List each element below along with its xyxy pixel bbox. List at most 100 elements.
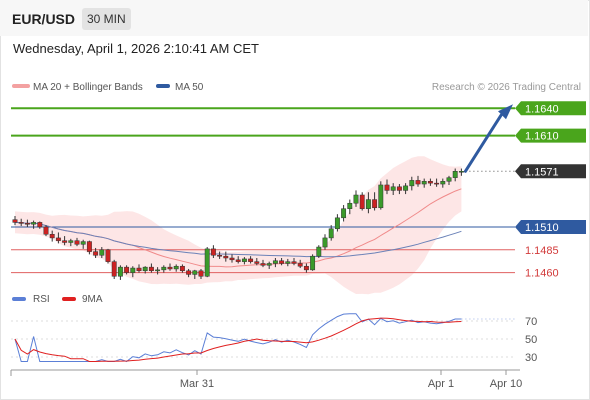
candle-body-46 (297, 263, 303, 267)
candle-body-25 (167, 266, 173, 270)
chart-header: EUR/USD 30 MIN (0, 0, 588, 36)
candle-body-48 (310, 255, 316, 271)
candle-body-58 (372, 199, 378, 209)
price-levels (11, 107, 515, 274)
candle-body-43 (279, 260, 285, 264)
candle-body-65 (415, 180, 421, 185)
candle-body-57 (365, 199, 371, 209)
candle-body-21 (142, 266, 148, 272)
x-axis: Mar 31 Apr 1 Apr 10 (10, 369, 522, 390)
ma9-legend-swatch (62, 297, 76, 301)
candle-body-60 (384, 184, 390, 191)
candle-body-26 (173, 265, 179, 270)
rsi-legend: RSI 9MA (12, 294, 103, 305)
rsi-ma9-line (14, 317, 462, 362)
candle-body-54 (347, 202, 353, 209)
candle-body-55 (353, 194, 359, 204)
candle-body-15 (105, 249, 111, 262)
candle-body-17 (117, 266, 123, 277)
datetime-label: Wednesday, April 1, 2026 2:10:41 AM CET (13, 41, 259, 56)
candle-body-38 (248, 258, 254, 262)
candle-body-4 (37, 222, 43, 228)
forecast-arrow (463, 104, 513, 173)
candle-body-45 (291, 261, 297, 264)
candle-body-30 (198, 270, 204, 277)
candle-body-69 (440, 181, 446, 185)
level-badge-0 (515, 101, 586, 116)
level-label-1: 1.1610 (525, 131, 559, 143)
candle-body-5 (43, 226, 49, 235)
candle-body-61 (390, 186, 396, 191)
bollinger-band (15, 156, 462, 295)
candle-body-14 (99, 249, 105, 256)
forecast-arrow-shaft (463, 113, 503, 173)
legend-swatch-ma20 (12, 84, 30, 88)
candle-body-70 (446, 177, 452, 182)
candle-body-8 (62, 240, 68, 243)
timeframe-badge[interactable]: 30 MIN (82, 8, 131, 30)
ma50-line (14, 221, 462, 258)
legend-label-ma20: MA 20 + Bollinger Bands (33, 82, 143, 93)
level-badge-3 (515, 219, 586, 234)
candle-body-9 (68, 240, 74, 243)
candle-body-1 (18, 222, 24, 224)
rsi-tick-label-2: 30 (525, 352, 537, 364)
candle-body-19 (130, 267, 136, 273)
level-badge-2 (515, 164, 586, 179)
candle-body-66 (421, 181, 427, 185)
candle-body-10 (74, 240, 80, 245)
candle-body-2 (24, 223, 30, 225)
rsi-tick-label-0: 70 (525, 316, 537, 328)
x-tick-label-apr1: Apr 1 (428, 378, 454, 390)
candle-body-47 (303, 265, 309, 271)
rsi-tick-label-1: 50 (525, 334, 537, 346)
level-label-5: 1.1460 (525, 268, 559, 280)
rsi-legend-label: RSI (33, 294, 50, 305)
candle-body-36 (235, 259, 241, 262)
bollinger-band-area (15, 156, 462, 295)
legend: MA 20 + Bollinger Bands MA 50 Research ©… (12, 82, 581, 93)
x-tick-label-mar31: Mar 31 (180, 378, 214, 390)
legend-swatch-ma50 (156, 84, 170, 88)
x-tick-label-apr10: Apr 10 (490, 378, 522, 390)
candle-body-56 (359, 194, 365, 209)
level-label-2: 1.1571 (525, 166, 559, 178)
forecast-arrow-head (498, 104, 513, 120)
candle-body-53 (341, 208, 347, 219)
candle-body-27 (179, 265, 185, 272)
candle-body-33 (217, 255, 223, 257)
rsi-legend-swatch (12, 297, 26, 301)
candles (12, 168, 464, 280)
candle-body-3 (31, 222, 37, 225)
level-label-0: 1.1640 (525, 103, 559, 115)
candle-body-42 (272, 260, 278, 264)
candle-body-32 (210, 248, 216, 256)
candle-body-16 (111, 261, 117, 277)
moving-averages (14, 188, 462, 268)
ma9-legend-label: 9MA (82, 294, 103, 305)
candle-body-39 (254, 261, 260, 264)
candle-body-12 (86, 241, 92, 252)
candle-body-31 (204, 248, 210, 277)
candle-body-20 (136, 267, 142, 272)
rsi-panel: 70 50 30 (11, 313, 537, 364)
candle-body-40 (260, 263, 266, 266)
candle-body-35 (229, 257, 235, 261)
candle-body-68 (434, 182, 440, 185)
candle-body-71 (452, 171, 458, 178)
candle-body-63 (403, 185, 409, 191)
candle-body-64 (409, 180, 415, 187)
candle-body-6 (49, 234, 55, 239)
level-label-3: 1.1510 (525, 222, 559, 234)
candle-body-29 (192, 270, 198, 275)
candle-body-44 (285, 261, 291, 264)
candle-body-34 (223, 255, 229, 259)
candle-body-52 (334, 217, 340, 230)
candle-body-37 (241, 258, 247, 262)
legend-label-ma50: MA 50 (175, 82, 204, 93)
candle-body-0 (12, 219, 18, 223)
candle-body-28 (186, 270, 192, 275)
candle-body-49 (316, 246, 322, 257)
level-labels: 1.1640 1.1610 1.1571 1.1510 1.1485 1.1460 (515, 101, 586, 280)
